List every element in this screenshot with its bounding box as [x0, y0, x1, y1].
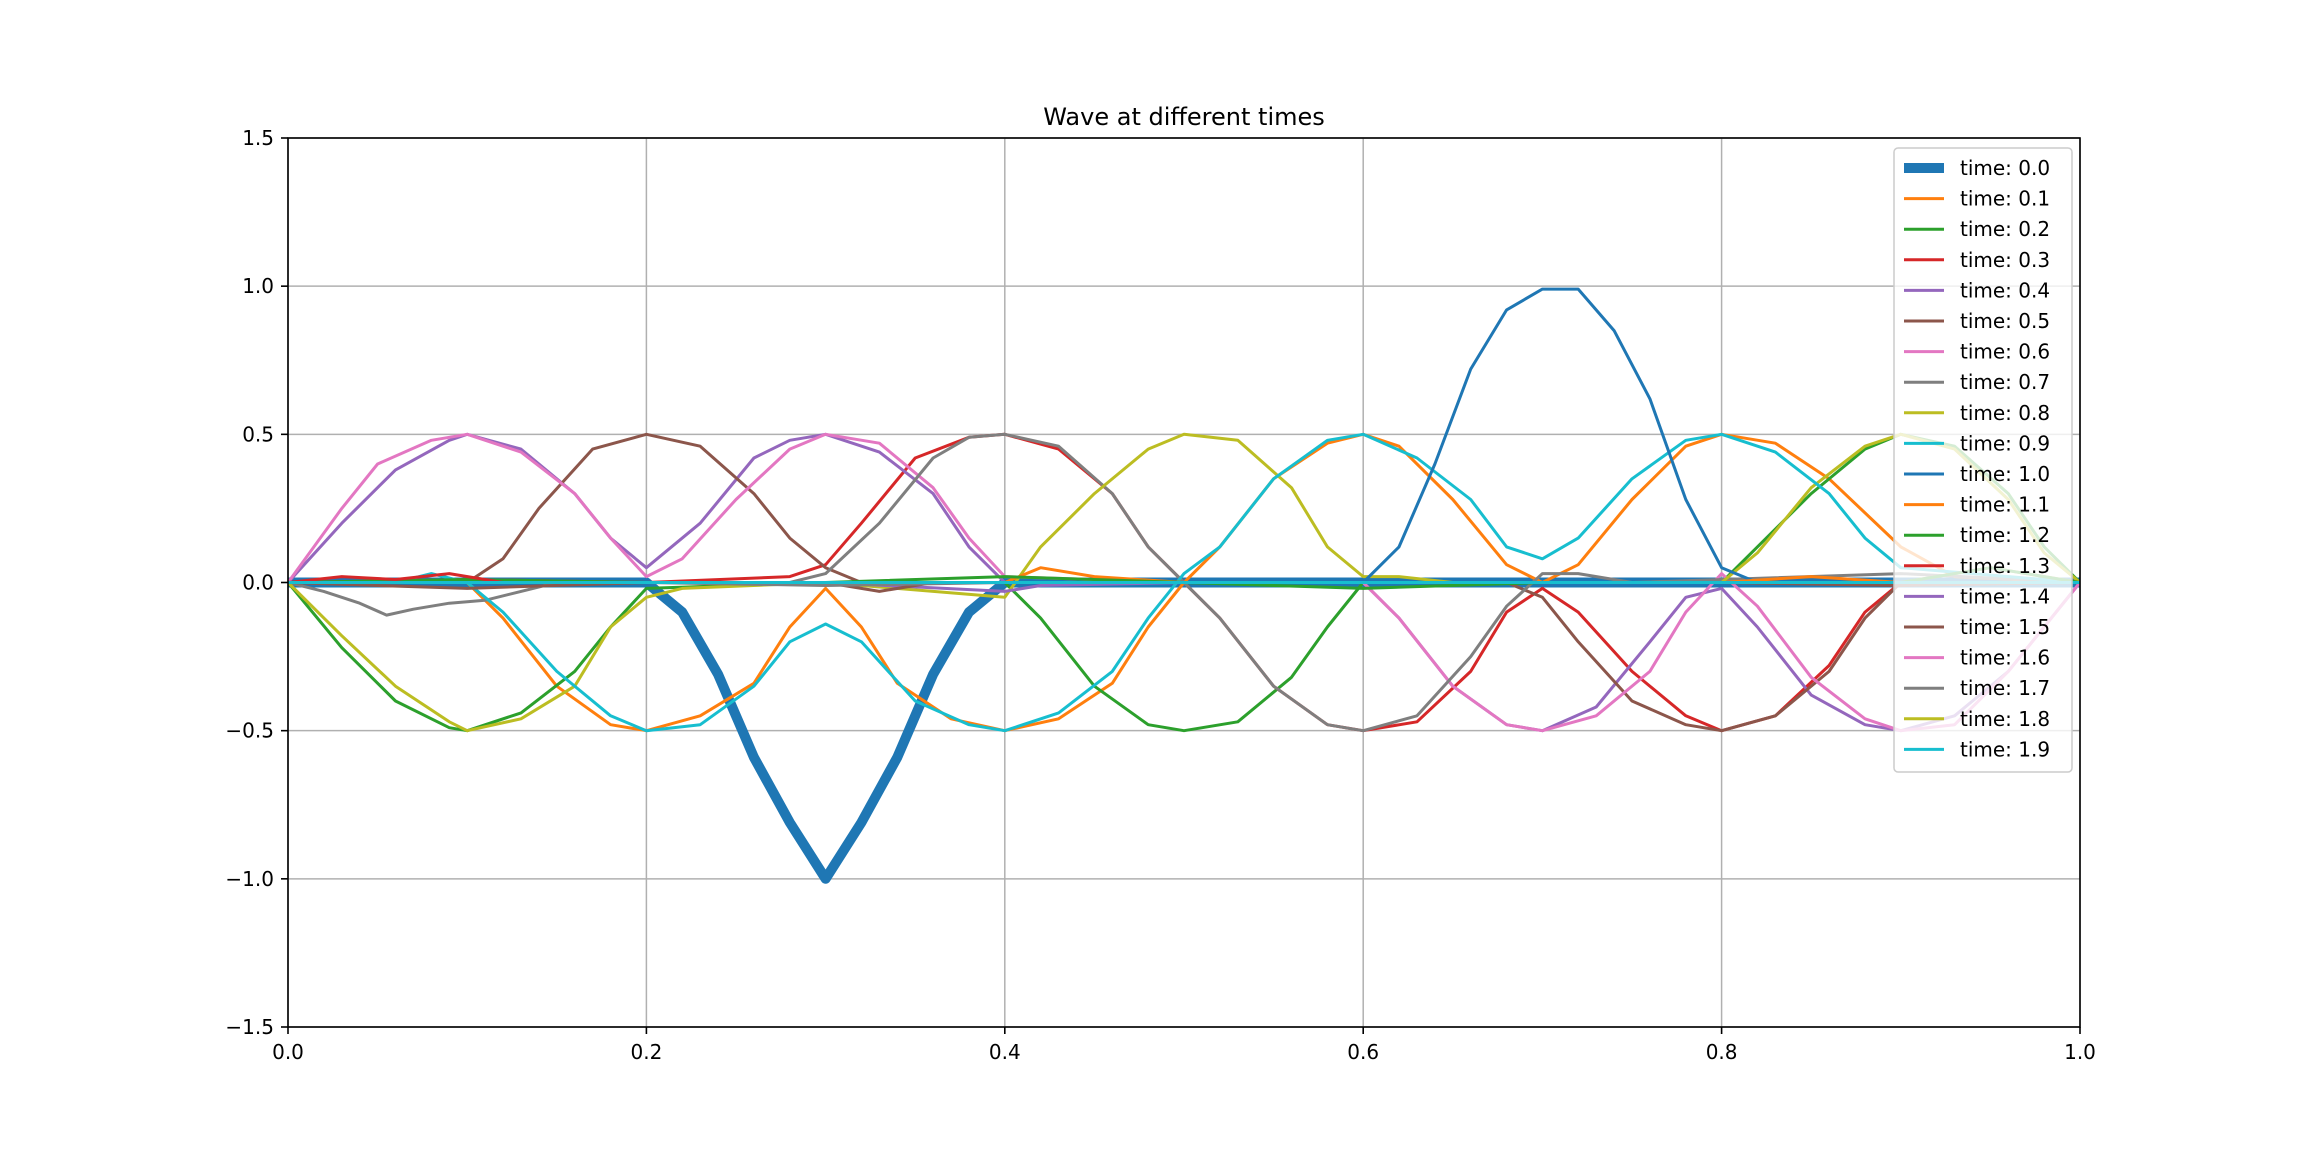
x-tick-label: 0.4 [989, 1040, 1021, 1064]
legend-label-12: time: 1.2 [1960, 523, 2050, 547]
legend-label-6: time: 0.6 [1960, 340, 2050, 364]
x-tick-label: 0.2 [630, 1040, 662, 1064]
series-line-8 [288, 432, 2080, 733]
legend-label-5: time: 0.5 [1960, 309, 2050, 333]
legend-box [1893, 147, 2073, 773]
legend-label-4: time: 0.4 [1960, 278, 2050, 302]
legend-label-15: time: 1.5 [1960, 615, 2050, 639]
legend-label-7: time: 0.7 [1960, 370, 2050, 394]
series-line-2 [288, 432, 2080, 733]
x-tick-label: 0.0 [272, 1040, 304, 1064]
y-tick-label: −1.0 [225, 867, 274, 891]
series-line-10 [288, 287, 2080, 584]
legend-label-3: time: 0.3 [1960, 248, 2050, 272]
legend: time: 0.0 time: 0.1 time: 0.2 time: 0.3 time… [1893, 147, 2073, 773]
x-tick-label: 0.6 [1347, 1040, 1379, 1064]
series-line-9 [288, 432, 2080, 733]
legend-label-10: time: 1.0 [1960, 462, 2050, 486]
legend-label-17: time: 1.7 [1960, 676, 2050, 700]
x-tick-label: 1.0 [2064, 1040, 2096, 1064]
legend-label-11: time: 1.1 [1960, 493, 2050, 517]
legend-label-9: time: 0.9 [1960, 431, 2050, 455]
legend-label-18: time: 1.8 [1960, 707, 2050, 731]
x-tick-label: 0.8 [1706, 1040, 1738, 1064]
y-tick-label: −0.5 [225, 719, 274, 743]
legend-label-14: time: 1.4 [1960, 584, 2050, 608]
legend-label-1: time: 0.1 [1960, 187, 2050, 211]
series-line-7 [288, 432, 2080, 733]
legend-label-19: time: 1.9 [1960, 737, 2050, 761]
y-tick-label: 1.0 [242, 274, 274, 298]
legend-label-16: time: 1.6 [1960, 646, 2050, 670]
axes: 0.0 0.2 0.4 0.6 0.8 1.0 −1.5 −1.0 −0.5 0.0 0.5 1.0 1… [225, 126, 2095, 1064]
y-tick-label: −1.5 [225, 1015, 274, 1039]
legend-label-2: time: 0.2 [1960, 217, 2050, 241]
legend-label-8: time: 0.8 [1960, 401, 2050, 425]
y-tick-label: 0.0 [242, 571, 274, 595]
chart-title: Wave at different times [1043, 103, 1325, 131]
y-tick-label: 0.5 [242, 422, 274, 446]
y-tick-label: 1.5 [242, 126, 274, 150]
legend-label-0: time: 0.0 [1960, 156, 2050, 180]
legend-label-13: time: 1.3 [1960, 554, 2050, 578]
